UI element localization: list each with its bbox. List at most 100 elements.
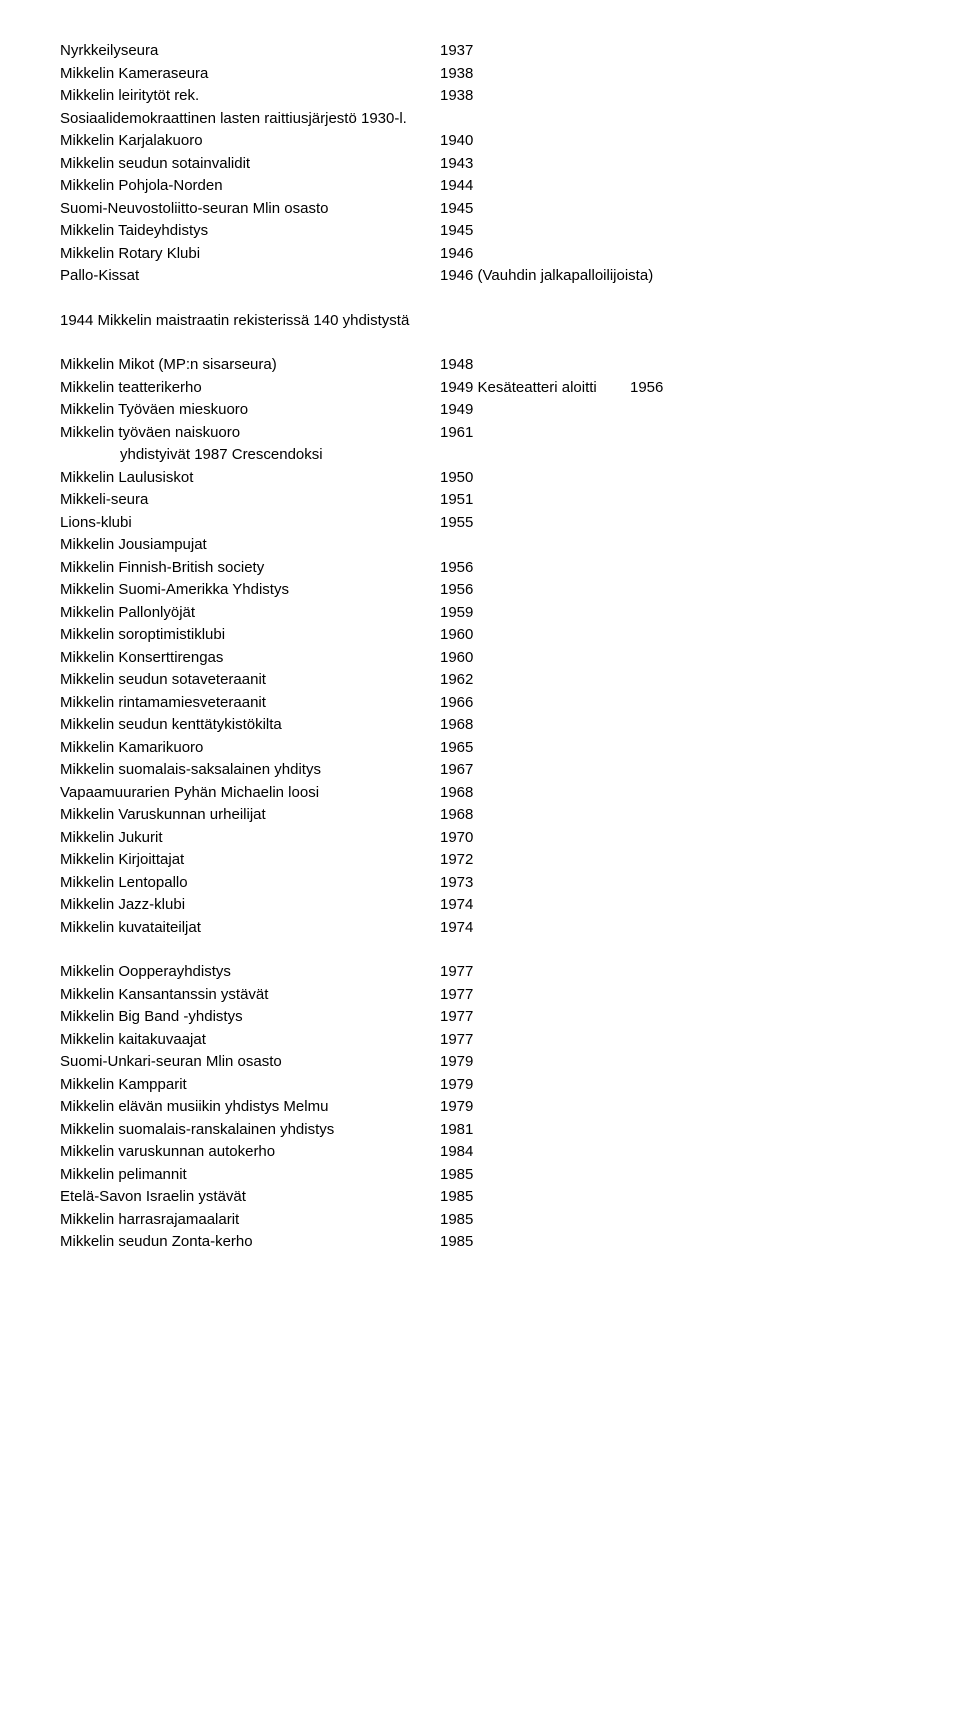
org-year: 1968 [440, 714, 630, 737]
org-name: Mikkelin Varuskunnan urheilijat [60, 804, 440, 827]
org-name: Suomi-Unkari-seuran Mlin osasto [60, 1051, 440, 1074]
org-year: 1970 [440, 827, 630, 850]
list-row: Mikkelin Kirjoittajat1972 [60, 849, 900, 872]
list-row: Mikkelin Mikot (MP:n sisarseura)1948 [60, 354, 900, 377]
list-row: Mikkelin kaitakuvaajat1977 [60, 1029, 900, 1052]
list-row: Mikkelin Varuskunnan urheilijat1968 [60, 804, 900, 827]
org-year [440, 534, 630, 557]
org-name: Mikkelin Oopperayhdistys [60, 961, 440, 984]
org-name: Pallo-Kissat [60, 265, 440, 288]
org-year [500, 444, 690, 467]
org-name: Mikkelin harrasrajamaalarit [60, 1209, 440, 1232]
org-name: Mikkelin kaitakuvaajat [60, 1029, 440, 1052]
org-year: 1967 [440, 759, 630, 782]
list-row: Mikkelin Konserttirengas1960 [60, 647, 900, 670]
org-year: 1977 [440, 1006, 630, 1029]
list-row: Mikkelin elävän musiikin yhdistys Melmu1… [60, 1096, 900, 1119]
org-year: 1972 [440, 849, 630, 872]
list-row: Lions-klubi1955 [60, 512, 900, 535]
org-name: Mikkelin Kirjoittajat [60, 849, 440, 872]
list-row: Mikkelin seudun sotaveteraanit1962 [60, 669, 900, 692]
org-name: Mikkelin Karjalakuoro [60, 130, 440, 153]
org-year: 1974 [440, 894, 630, 917]
org-name: Vapaamuurarien Pyhän Michaelin loosi [60, 782, 440, 805]
list-row: Mikkelin harrasrajamaalarit1985 [60, 1209, 900, 1232]
org-name: Mikkelin seudun kenttätykistökilta [60, 714, 440, 737]
gap [60, 939, 900, 961]
org-extra: 1956 [630, 377, 663, 400]
list-row: Mikkelin Pohjola-Norden1944 [60, 175, 900, 198]
org-name: Mikkelin pelimannit [60, 1164, 440, 1187]
list-row: Mikkelin pelimannit1985 [60, 1164, 900, 1187]
org-year: 1956 [440, 579, 630, 602]
org-name: Mikkelin kuvataiteiljat [60, 917, 440, 940]
org-year: 1966 [440, 692, 630, 715]
org-year: 1937 [440, 40, 630, 63]
org-name: Mikkelin Työväen mieskuoro [60, 399, 440, 422]
org-name: Mikkelin Laulusiskot [60, 467, 440, 490]
list-row: Etelä-Savon Israelin ystävät1985 [60, 1186, 900, 1209]
gap [60, 288, 900, 310]
list-row: Mikkelin seudun kenttätykistökilta1968 [60, 714, 900, 737]
org-name: Mikkelin Jukurit [60, 827, 440, 850]
org-year: 1951 [440, 489, 630, 512]
list-row: Mikkelin Pallonlyöjät1959 [60, 602, 900, 625]
org-name: Lions-klubi [60, 512, 440, 535]
org-year: 1955 [440, 512, 630, 535]
org-year: 1938 [440, 63, 630, 86]
org-name: Suomi-Neuvostoliitto-seuran Mlin osasto [60, 198, 440, 221]
list-row: Mikkelin Big Band -yhdistys1977 [60, 1006, 900, 1029]
org-name: Mikkelin Rotary Klubi [60, 243, 440, 266]
org-year: 1949 Kesäteatteri aloitti [440, 377, 630, 400]
list-row: Mikkelin Kameraseura1938 [60, 63, 900, 86]
org-name: Mikkelin leiritytöt rek. [60, 85, 440, 108]
list-row: Mikkelin Suomi-Amerikka Yhdistys1956 [60, 579, 900, 602]
org-name: Mikkelin Lentopallo [60, 872, 440, 895]
org-name: Mikkelin suomalais-saksalainen yhditys [60, 759, 440, 782]
list-row: Mikkelin Finnish-British society1956 [60, 557, 900, 580]
org-name: Mikkelin Mikot (MP:n sisarseura) [60, 354, 440, 377]
org-name: Mikkelin Pallonlyöjät [60, 602, 440, 625]
org-name: Mikkelin Kampparit [60, 1074, 440, 1097]
list-block-1: Nyrkkeilyseura1937Mikkelin Kameraseura19… [60, 40, 900, 288]
list-row: Mikkelin Jukurit1970 [60, 827, 900, 850]
org-name: Mikkelin elävän musiikin yhdistys Melmu [60, 1096, 440, 1119]
org-name: Mikkelin Suomi-Amerikka Yhdistys [60, 579, 440, 602]
org-year: 1977 [440, 961, 630, 984]
section-heading: 1944 Mikkelin maistraatin rekisterissä 1… [60, 310, 900, 333]
org-year: 1979 [440, 1074, 630, 1097]
org-name: Mikkelin Kansantanssin ystävät [60, 984, 440, 1007]
list-row: Mikkelin soroptimistiklubi1960 [60, 624, 900, 647]
org-name: Mikkelin Finnish-British society [60, 557, 440, 580]
org-name: Mikkelin teatterikerho [60, 377, 440, 400]
list-row: Mikkelin Jousiampujat [60, 534, 900, 557]
org-name: Etelä-Savon Israelin ystävät [60, 1186, 440, 1209]
list-row: Mikkelin työväen naiskuoro1961 [60, 422, 900, 445]
org-year: 1979 [440, 1051, 630, 1074]
org-name: Sosiaalidemokraattinen lasten raittiusjä… [60, 108, 440, 131]
list-row: Mikkelin Taideyhdistys1945 [60, 220, 900, 243]
list-row: Mikkelin seudun sotainvalidit1943 [60, 153, 900, 176]
org-name: Mikkeli-seura [60, 489, 440, 512]
org-year: 1956 [440, 557, 630, 580]
org-name: Mikkelin Kameraseura [60, 63, 440, 86]
org-name: Mikkelin työväen naiskuoro [60, 422, 440, 445]
list-row: Mikkelin Kansantanssin ystävät1977 [60, 984, 900, 1007]
org-year: 1974 [440, 917, 630, 940]
org-year: 1960 [440, 624, 630, 647]
org-name: Mikkelin Pohjola-Norden [60, 175, 440, 198]
list-row: Mikkelin kuvataiteiljat1974 [60, 917, 900, 940]
org-year: 1965 [440, 737, 630, 760]
org-year: 1968 [440, 804, 630, 827]
org-year: 1985 [440, 1186, 630, 1209]
org-year: 1949 [440, 399, 630, 422]
org-name: Mikkelin suomalais-ranskalainen yhdistys [60, 1119, 440, 1142]
org-name: Mikkelin Big Band -yhdistys [60, 1006, 440, 1029]
list-row: Vapaamuurarien Pyhän Michaelin loosi1968 [60, 782, 900, 805]
org-year: 1962 [440, 669, 630, 692]
org-year: 1945 [440, 198, 630, 221]
org-name: Mikkelin Jazz-klubi [60, 894, 440, 917]
org-year: 1985 [440, 1209, 630, 1232]
list-row: Pallo-Kissat1946 (Vauhdin jalkapalloilij… [60, 265, 900, 288]
org-year: 1984 [440, 1141, 630, 1164]
